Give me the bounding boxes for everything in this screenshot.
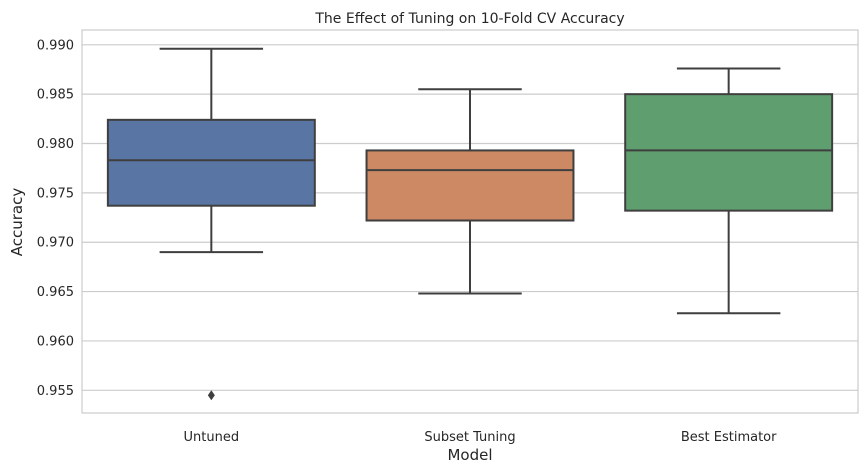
boxes-group [106,47,834,401]
x-tick-label: Subset Tuning [424,430,515,445]
outlier-point [207,390,215,401]
y-axis-label: Accuracy [8,188,26,257]
iqr-box [624,93,834,212]
plot-area-frame [81,29,859,414]
y-tick-label: 0.970 [37,236,74,251]
y-tick-label: 0.985 [37,88,74,103]
y-tick-labels: 0.955 0.960 0.965 0.970 0.975 0.980 0.985 0.990 [37,38,74,398]
y-tick-label: 0.990 [37,38,74,53]
box-untuned [106,47,316,401]
box-subset-tuning [365,88,575,295]
x-tick-label: Best Estimator [681,430,777,445]
x-tick-label: Untuned [184,430,240,445]
box-best-estimator [624,67,834,315]
y-tick-label: 0.980 [37,137,74,152]
x-axis-label: Model [447,446,492,464]
y-tick-label: 0.965 [37,285,74,300]
y-tick-label: 0.955 [37,384,74,399]
y-tick-label: 0.975 [37,186,74,201]
chart-title: The Effect of Tuning on 10-Fold CV Accur… [314,11,624,27]
x-tick-labels: Untuned Subset Tuning Best Estimator [184,430,778,445]
y-tick-label: 0.960 [37,334,74,349]
iqr-box [365,149,575,222]
iqr-box [106,118,316,207]
